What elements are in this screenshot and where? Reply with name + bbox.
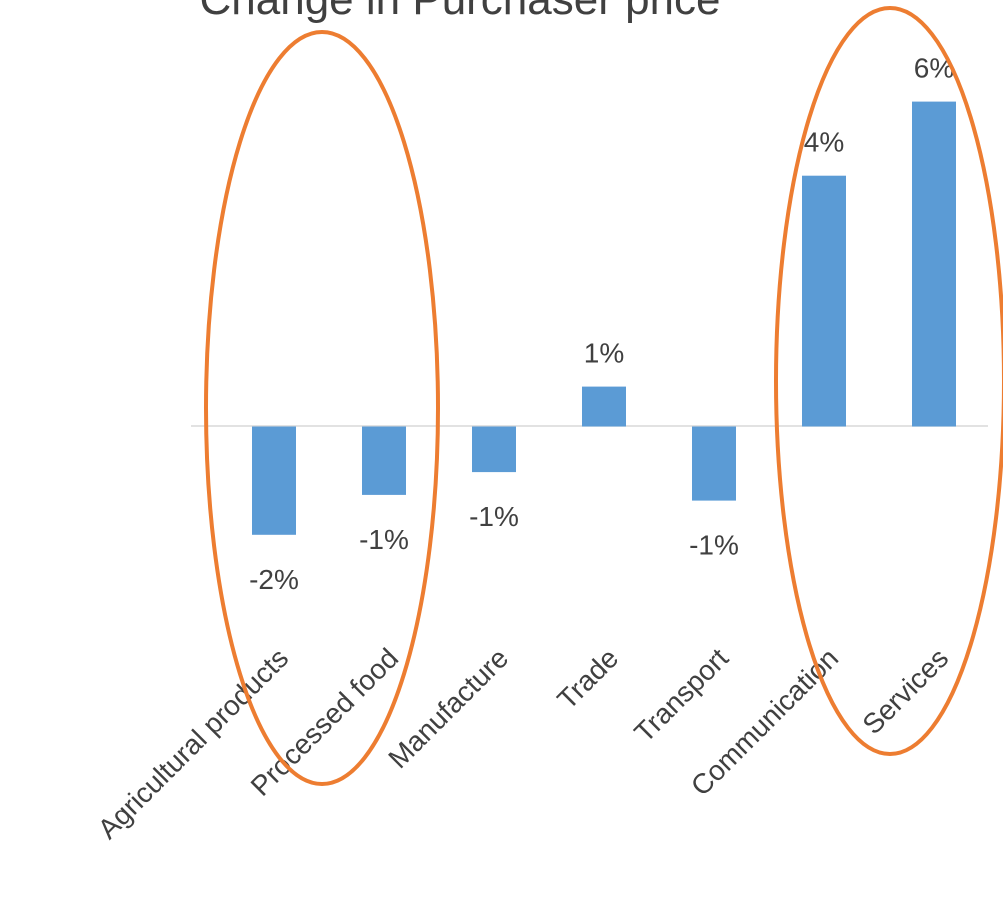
chart-title: Change in Purchaser price (200, 0, 721, 24)
highlight-ellipse (774, 6, 1003, 756)
bar (362, 426, 406, 495)
highlight-ellipse (204, 30, 440, 786)
bar (692, 426, 736, 501)
value-label: 1% (584, 338, 624, 369)
bar (252, 426, 296, 535)
x-tick-label: Transport (628, 642, 734, 748)
x-tick-label: Trade (551, 642, 624, 715)
value-label: -2% (249, 564, 299, 595)
bar (912, 101, 956, 427)
plot: -2%Agricultural products-1%Processed foo… (92, 53, 956, 845)
x-tick-label: Services (856, 642, 954, 740)
x-tick-label: Agricultural products (92, 642, 294, 844)
value-label: -1% (689, 530, 739, 561)
value-label: 4% (804, 127, 844, 158)
value-label: -1% (469, 501, 519, 532)
bar (472, 426, 516, 473)
bar (802, 175, 846, 427)
bar (582, 386, 626, 427)
value-label: -1% (359, 524, 409, 555)
